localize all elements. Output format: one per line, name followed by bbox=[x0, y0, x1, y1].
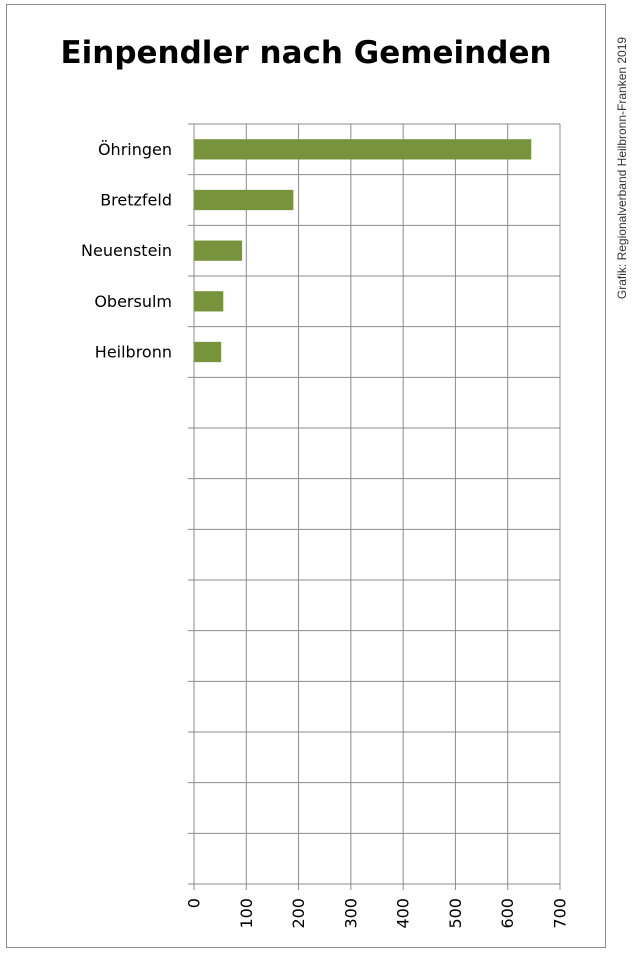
value-tick-label: 200 bbox=[289, 898, 308, 929]
value-tick-label: 300 bbox=[341, 898, 360, 929]
value-tick-label: 500 bbox=[446, 898, 465, 929]
value-tick-label: 100 bbox=[237, 898, 256, 929]
chart-frame bbox=[6, 4, 606, 948]
category-label: Heilbronn bbox=[95, 343, 172, 362]
grid bbox=[193, 123, 561, 885]
bar-bretzfeld bbox=[194, 189, 294, 211]
category-label: Obersulm bbox=[94, 292, 172, 311]
chart-title: Einpendler nach Gemeinden bbox=[60, 35, 552, 71]
labels: Öhringen Bretzfeld Neuenstein Obersulm Heilb… bbox=[81, 140, 569, 929]
bar-heilbronn bbox=[194, 341, 222, 363]
axes bbox=[188, 123, 561, 890]
value-tick-label: 600 bbox=[498, 898, 517, 929]
bar-öhringen bbox=[194, 139, 532, 160]
category-label: Öhringen bbox=[98, 140, 172, 159]
value-tick-label: 0 bbox=[185, 898, 204, 908]
bars bbox=[194, 139, 532, 363]
category-label: Neuenstein bbox=[81, 241, 172, 260]
bar-obersulm bbox=[194, 291, 224, 312]
bar-neuenstein bbox=[194, 240, 243, 261]
category-label: Bretzfeld bbox=[100, 191, 172, 210]
value-tick-label: 400 bbox=[394, 898, 413, 929]
value-tick-label: 700 bbox=[551, 898, 570, 929]
